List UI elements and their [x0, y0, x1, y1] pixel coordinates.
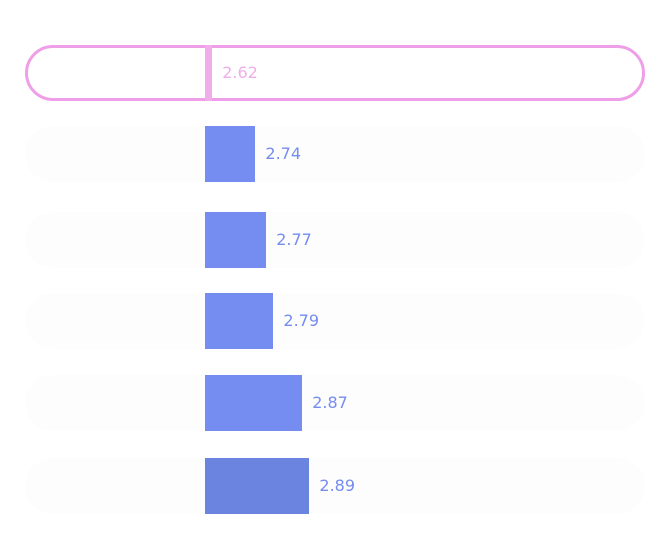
bar — [205, 458, 310, 514]
value-label: 2.74 — [265, 144, 302, 163]
value-label: 2.89 — [319, 476, 356, 495]
category-label — [50, 476, 190, 496]
row-background — [25, 293, 645, 349]
bar — [205, 126, 256, 182]
bar — [205, 45, 213, 101]
category-label — [50, 311, 190, 331]
row-background — [25, 212, 645, 268]
category-label — [50, 63, 190, 83]
bar — [205, 212, 267, 268]
value-label: 2.79 — [283, 311, 320, 330]
row-background — [25, 45, 645, 101]
category-label — [50, 144, 190, 164]
value-label: 2.62 — [222, 63, 258, 82]
category-label — [50, 393, 190, 413]
category-label — [50, 230, 190, 250]
value-label: 2.77 — [276, 230, 312, 249]
bar — [205, 375, 303, 431]
row-background — [25, 375, 645, 431]
row-background — [25, 458, 645, 514]
row-background — [25, 126, 645, 182]
value-label: 2.87 — [312, 393, 348, 412]
bar — [205, 293, 274, 349]
